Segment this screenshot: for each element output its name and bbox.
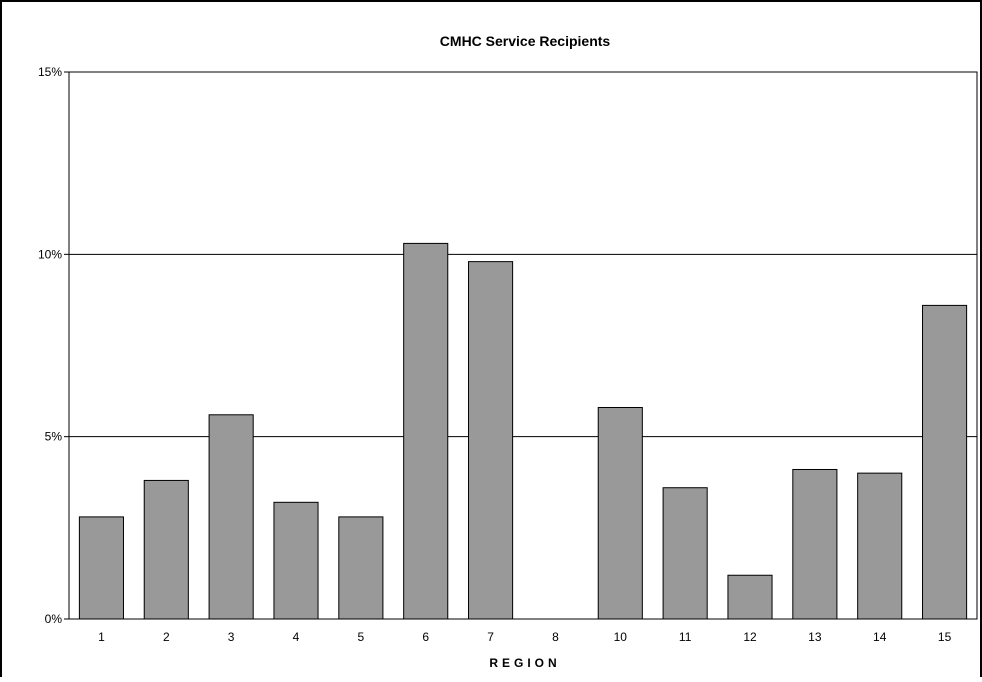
bar-region-5 [338, 516, 384, 620]
y-tick-label: 5% [45, 430, 63, 444]
x-tick-label: 4 [293, 630, 300, 644]
bar-region-10 [597, 406, 643, 620]
bar-region-15 [922, 304, 968, 620]
bar-region-14 [857, 472, 903, 620]
x-tick-label: 8 [552, 630, 559, 644]
bar-region-7 [468, 261, 514, 620]
y-tick-label: 0% [45, 612, 63, 626]
x-tick-label: 2 [163, 630, 170, 644]
x-tick-label: 11 [679, 630, 692, 644]
x-tick-label: 5 [358, 630, 365, 644]
x-axis: 1 2 3 4 5 6 7 8 10 11 12 13 14 15 [98, 630, 951, 644]
x-tick-label: 1 [98, 630, 105, 644]
bar-region-13 [792, 468, 838, 620]
y-tick-label: 10% [38, 247, 62, 261]
bar-region-3 [208, 414, 254, 620]
bars [78, 242, 968, 620]
x-tick-label: 6 [422, 630, 429, 644]
bar-region-11 [662, 487, 708, 620]
x-tick-label: 15 [938, 630, 952, 644]
bar-region-2 [143, 479, 189, 620]
gridlines [69, 253, 977, 438]
bar-region-6 [403, 242, 449, 620]
x-axis-title: REGION [489, 656, 560, 670]
plot-area [68, 71, 978, 620]
bar-region-1 [78, 516, 124, 620]
x-tick-label: 13 [808, 630, 822, 644]
bar-region-12 [727, 574, 773, 620]
x-tick-label: 10 [614, 630, 628, 644]
x-tick-label: 3 [228, 630, 235, 644]
x-tick-label: 7 [487, 630, 494, 644]
x-tick-label: 14 [873, 630, 887, 644]
bar-region-4 [273, 501, 319, 620]
y-axis: 0% 5% 10% 15% [38, 65, 69, 626]
chart-title: CMHC Service Recipients [440, 33, 611, 49]
x-tick-label: 12 [743, 630, 757, 644]
y-tick-label: 15% [38, 65, 62, 79]
